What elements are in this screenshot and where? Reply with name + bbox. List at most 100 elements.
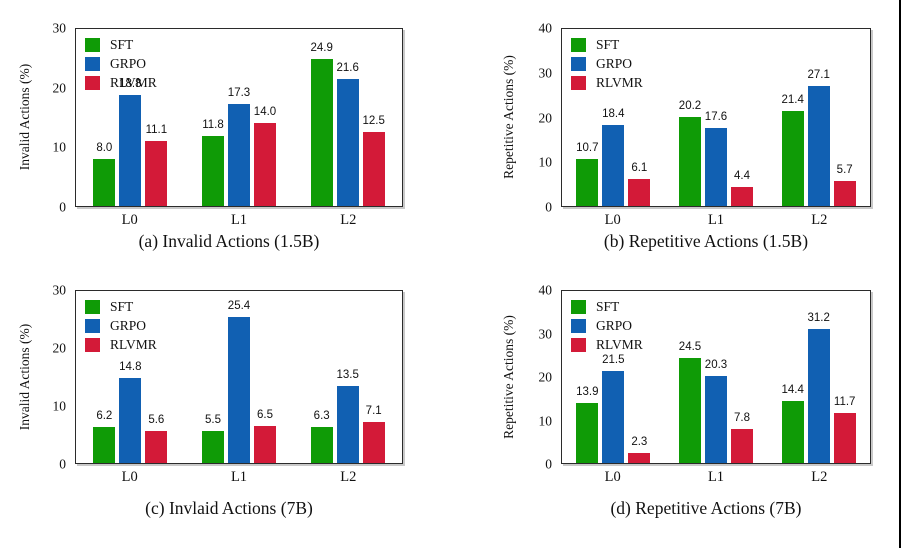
value-label: 13.9 (576, 386, 599, 399)
value-label: 25.4 (227, 300, 251, 313)
legend-label: GRPO (596, 317, 633, 333)
bar-group-l0: 13.9 21.5 2.3 (562, 291, 665, 463)
x-axis-ticks: L0 L1 L2 (561, 212, 871, 229)
value-label: 5.5 (205, 414, 221, 427)
bar-grpo-l2: 21.6 (336, 62, 359, 206)
legend-item-sft: SFT (571, 297, 643, 316)
bar-sft-l0: 8.0 (93, 142, 116, 206)
bar-group-l2: 24.9 21.6 12.5 (293, 29, 402, 206)
bar-rlvmr-l0: 2.3 (628, 437, 651, 463)
bar-sft-l1: 20.2 (679, 100, 701, 206)
value-label: 6.1 (631, 162, 648, 175)
legend-item-grpo: GRPO (571, 316, 643, 335)
x-tick-label-l0: L0 (121, 469, 138, 485)
bar-group-l1: 24.5 20.3 7.8 (665, 291, 768, 463)
legend-label: GRPO (110, 317, 147, 333)
legend-item-rlvmr: RLVMR (85, 73, 157, 92)
value-label: 7.8 (734, 412, 750, 425)
legend-swatch-grpo (571, 318, 586, 333)
legend-item-grpo: GRPO (571, 54, 643, 73)
bar-rlvmr-l1: 14.0 (254, 107, 276, 206)
value-label: 31.2 (807, 311, 830, 324)
x-tick-label-l0: L0 (121, 212, 138, 228)
value-label: 5.6 (148, 413, 165, 426)
y-axis-ticks: 0 10 20 30 40 (454, 283, 553, 470)
y-tick-label: 10 (52, 139, 67, 155)
value-label: 6.3 (313, 409, 330, 422)
legend-swatch-grpo (85, 56, 100, 71)
value-label: 11.1 (145, 123, 168, 136)
x-tick-label-l0: L0 (604, 212, 621, 228)
bar-grpo-l0: 14.8 (119, 362, 142, 463)
y-tick-label: 0 (545, 456, 552, 472)
bar-rlvmr-l1: 4.4 (731, 170, 753, 206)
bar-grpo-l0: 18.8 (119, 79, 142, 206)
bar-sft-l2: 14.4 (781, 385, 804, 463)
x-tick-label-l2: L2 (811, 212, 828, 228)
bar-sft-l1: 11.8 (202, 120, 224, 206)
legend: SFT GRPO RLVMR (571, 297, 643, 354)
bar-group-l2: 6.3 13.5 7.1 (293, 291, 402, 463)
value-label: 12.5 (362, 115, 385, 128)
legend-swatch-grpo (571, 56, 586, 71)
bar-sft-l1: 5.5 (202, 415, 224, 463)
y-tick-label: 10 (538, 154, 553, 170)
legend-label: RLVMR (110, 336, 157, 352)
bar-group-l2: 21.4 27.1 5.7 (767, 29, 870, 206)
legend-label: RLVMR (110, 74, 157, 90)
value-label: 21.6 (336, 61, 359, 74)
plot-area: 6.2 14.8 5.6 5.5 25.4 6.5 6.3 13.5 7.1 SFT GRPO RL… (75, 290, 403, 464)
y-tick-label: 20 (538, 109, 553, 125)
x-tick-label-l2: L2 (811, 469, 828, 485)
y-tick-label: 10 (52, 398, 67, 414)
value-label: 11.7 (833, 395, 856, 408)
legend-label: RLVMR (596, 336, 643, 352)
legend-item-sft: SFT (571, 35, 643, 54)
value-label: 14.4 (781, 384, 804, 397)
value-label: 13.5 (336, 368, 359, 381)
bar-rlvmr-l2: 12.5 (362, 116, 385, 206)
legend: SFT GRPO RLVMR (571, 35, 643, 92)
plot-area: 10.7 18.4 6.1 20.2 17.6 4.4 21.4 27.1 5.7 SFT GRP… (561, 28, 871, 207)
y-axis-ticks: 0 10 20 30 (0, 21, 67, 213)
legend-item-grpo: GRPO (85, 54, 157, 73)
legend-swatch-sft (85, 299, 100, 314)
y-tick-label: 30 (52, 282, 67, 298)
legend-label: GRPO (110, 55, 147, 71)
x-tick-label-l2: L2 (340, 469, 357, 485)
bar-sft-l1: 24.5 (679, 341, 701, 463)
legend-label: GRPO (596, 55, 633, 71)
legend-item-sft: SFT (85, 297, 157, 316)
bar-sft-l2: 6.3 (310, 410, 333, 463)
value-label: 18.8 (119, 78, 142, 91)
screenshot-right-border (899, 0, 901, 548)
x-axis-ticks: L0 L1 L2 (75, 469, 403, 486)
plot-area: 13.9 21.5 2.3 24.5 20.3 7.8 14.4 31.2 11.7 SFT GR… (561, 290, 871, 464)
plot-area: 8.0 18.8 11.1 11.8 17.3 14.0 24.9 21.6 12.5 SFT G… (75, 28, 403, 207)
bar-group-l1: 20.2 17.6 4.4 (665, 29, 768, 206)
bar-group-l0: 10.7 18.4 6.1 (562, 29, 665, 206)
legend: SFT GRPO RLVMR (85, 35, 157, 92)
value-label: 14.0 (253, 106, 277, 119)
subplot-caption: (a) Invalid Actions (1.5B) (138, 231, 320, 251)
legend-item-rlvmr: RLVMR (571, 335, 643, 354)
bar-group-l2: 14.4 31.2 11.7 (767, 291, 870, 463)
bar-sft-l0: 13.9 (576, 387, 599, 463)
y-tick-label: 40 (538, 20, 553, 36)
legend-swatch-rlvmr (571, 337, 586, 352)
legend-item-grpo: GRPO (85, 316, 157, 335)
y-tick-label: 30 (538, 325, 553, 341)
legend-label: SFT (110, 298, 134, 314)
value-label: 17.3 (227, 86, 251, 99)
y-axis-ticks: 0 10 20 30 (0, 283, 67, 470)
legend-swatch-rlvmr (571, 75, 586, 90)
y-tick-label: 0 (59, 456, 66, 472)
bar-rlvmr-l1: 6.5 (254, 409, 276, 463)
bar-grpo-l0: 18.4 (602, 108, 625, 206)
bar-grpo-l0: 21.5 (602, 354, 625, 463)
value-label: 20.2 (678, 99, 702, 112)
legend-label: SFT (596, 298, 620, 314)
legend-label: RLVMR (596, 74, 643, 90)
y-tick-label: 30 (52, 20, 67, 36)
value-label: 7.1 (365, 405, 382, 418)
